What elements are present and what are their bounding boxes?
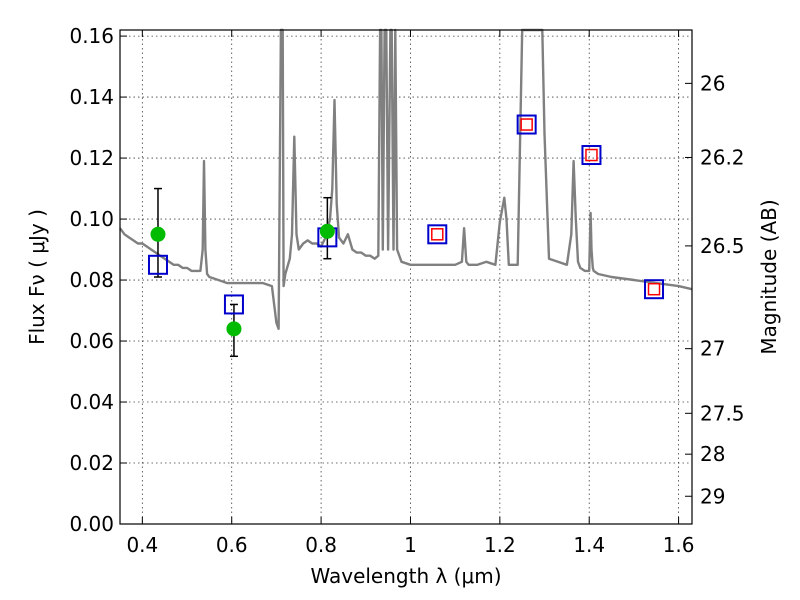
right-tick-label: 26.2	[700, 145, 745, 169]
model-square-marker	[581, 145, 602, 166]
spectrum-line	[119, 28, 693, 330]
plot-frame	[119, 29, 693, 525]
right-tick-label: 27	[700, 337, 725, 361]
model-square-inner	[585, 148, 598, 162]
y-tick-label: 0.08	[69, 268, 114, 292]
right-tick-label: 26	[700, 71, 725, 95]
right-tick-label: 27.5	[700, 401, 745, 425]
right-tick-label: 29	[700, 484, 725, 508]
y-axis-label: Flux Fν ( μJy )	[25, 209, 49, 345]
x-tick-label: 0.8	[305, 533, 337, 557]
right-axis-label: Magnitude (AB)	[757, 199, 781, 354]
y-tick-label: 0.04	[69, 390, 114, 414]
x-tick-label: 0.4	[126, 533, 158, 557]
x-tick-label: 1.2	[484, 533, 516, 557]
marker-layer	[147, 114, 665, 358]
y-tick-label: 0.00	[69, 512, 114, 536]
right-tick-label: 26.5	[700, 234, 745, 258]
observed-point	[319, 223, 335, 239]
model-square-marker	[427, 224, 448, 245]
model-square-inner	[647, 282, 661, 296]
model-square-marker	[516, 114, 537, 135]
y-tick-label: 0.12	[69, 146, 114, 170]
x-tick-label: 0.6	[216, 533, 248, 557]
x-tick-label: 1.6	[663, 533, 695, 557]
model-square-marker	[147, 254, 168, 275]
y-tick-label: 0.14	[69, 85, 114, 109]
x-axis-label: Wavelength λ (μm)	[310, 564, 501, 588]
model-square-inner	[520, 118, 533, 131]
y-tick-label: 0.02	[69, 451, 114, 475]
x-tick-label: 1	[404, 533, 417, 557]
y-tick-label: 0.06	[69, 329, 114, 353]
observed-point	[150, 226, 166, 242]
model-square-marker	[644, 279, 665, 300]
y-tick-label: 0.16	[69, 24, 114, 48]
axis-layer: 0.4 0.6 0.8 1 1.2 1.4 1.6 0.00 0.02 0.04 0.06 0.08 0…	[69, 24, 744, 557]
spectrum-layer	[119, 28, 693, 330]
model-square-inner	[431, 228, 444, 241]
x-tick-label: 1.4	[573, 533, 605, 557]
model-square-marker	[223, 294, 244, 315]
y-tick-label: 0.10	[69, 207, 114, 231]
observed-point	[226, 321, 242, 337]
right-tick-label: 28	[700, 442, 725, 466]
